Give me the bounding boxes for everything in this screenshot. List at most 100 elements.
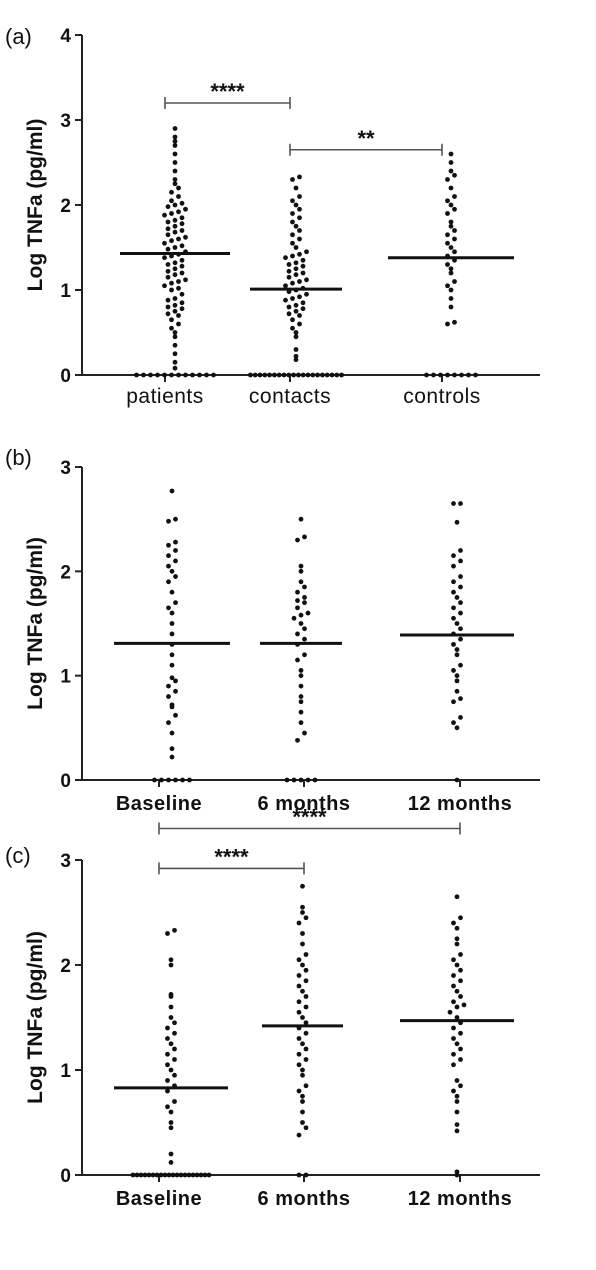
data-point — [169, 746, 175, 752]
data-point — [305, 777, 311, 783]
data-point — [173, 548, 178, 553]
data-point — [302, 730, 307, 736]
data-point — [302, 652, 307, 658]
data-point — [293, 185, 299, 191]
data-point — [445, 177, 450, 182]
data-point — [298, 516, 304, 522]
data-point — [290, 280, 295, 286]
data-point — [172, 365, 178, 371]
data-point — [165, 1036, 170, 1041]
data-point — [172, 1057, 177, 1062]
data-point — [451, 699, 456, 705]
data-point — [454, 988, 460, 994]
data-point — [451, 920, 456, 926]
data-point — [174, 1172, 180, 1178]
data-point — [458, 696, 463, 702]
data-point — [300, 1093, 305, 1099]
data-point — [451, 1051, 456, 1057]
data-point — [165, 1078, 170, 1083]
data-point — [293, 330, 299, 335]
data-point — [166, 683, 171, 689]
x-tick-label: 6 months — [258, 1188, 351, 1210]
data-point — [169, 621, 175, 626]
y-tick-label: 0 — [60, 366, 71, 387]
x-tick-label: patients — [126, 385, 204, 408]
data-point — [452, 279, 457, 284]
data-point — [286, 262, 292, 267]
data-point — [295, 737, 300, 743]
data-point — [303, 994, 309, 999]
data-point — [172, 143, 178, 148]
data-point — [310, 372, 316, 378]
data-point — [165, 1051, 170, 1057]
data-point — [458, 662, 463, 668]
data-point — [293, 202, 299, 208]
data-point — [298, 563, 304, 569]
data-point — [190, 372, 195, 378]
data-point — [300, 910, 305, 915]
data-point — [202, 1172, 208, 1178]
data-point — [458, 978, 463, 984]
data-point — [152, 777, 157, 783]
data-point — [291, 777, 297, 783]
data-point — [134, 1172, 140, 1178]
data-point — [451, 973, 456, 978]
data-point — [451, 1088, 456, 1094]
data-point — [445, 198, 450, 204]
data-point — [172, 1020, 177, 1026]
data-point — [298, 699, 304, 705]
data-point — [454, 777, 460, 783]
data-point — [296, 1036, 302, 1041]
panel-1: (a) Log TNFa (pg/ml) 0 1 2 3 4 patients contacts… — [5, 24, 540, 408]
data-point — [297, 236, 302, 242]
data-point — [179, 243, 185, 249]
data-point — [176, 185, 181, 191]
data-point — [166, 579, 171, 585]
data-point — [162, 372, 167, 378]
data-point — [173, 777, 178, 783]
data-point — [297, 321, 302, 327]
data-point — [448, 219, 454, 225]
x-tick-label: 12 months — [408, 1188, 513, 1210]
data-point — [445, 321, 450, 327]
data-point — [293, 334, 299, 340]
data-point — [166, 777, 171, 783]
data-point — [290, 219, 295, 225]
data-point — [172, 138, 178, 144]
data-point — [148, 372, 153, 378]
data-point — [134, 372, 139, 378]
data-point — [276, 372, 282, 378]
data-point — [168, 1067, 174, 1073]
data-point — [300, 962, 305, 968]
data-point — [295, 605, 300, 611]
data-point — [293, 308, 299, 314]
y-tick-label: 0 — [60, 1166, 71, 1187]
data-point — [170, 1172, 176, 1178]
data-point — [448, 160, 454, 165]
data-point — [169, 610, 175, 616]
data-point — [454, 1099, 460, 1104]
data-point — [293, 302, 299, 308]
data-point — [451, 1062, 456, 1068]
panel-letter: (c) — [5, 843, 31, 868]
panel-letter: (b) — [5, 445, 32, 470]
data-point — [173, 600, 178, 606]
data-point — [169, 198, 174, 204]
data-point — [312, 777, 318, 783]
data-point — [173, 516, 178, 522]
data-point — [454, 519, 460, 525]
data-point — [165, 931, 170, 936]
data-point — [168, 1120, 174, 1125]
data-point — [452, 172, 457, 178]
data-point — [173, 712, 178, 718]
data-point — [290, 325, 295, 331]
data-point — [172, 126, 178, 131]
data-point — [452, 249, 457, 255]
data-point — [182, 1172, 188, 1178]
data-point — [454, 1093, 460, 1099]
data-point — [451, 605, 456, 611]
data-point — [162, 283, 167, 289]
y-axis-label: Log TNFa (pg/ml) — [24, 119, 47, 292]
data-point — [293, 245, 299, 250]
data-point — [300, 1067, 305, 1073]
